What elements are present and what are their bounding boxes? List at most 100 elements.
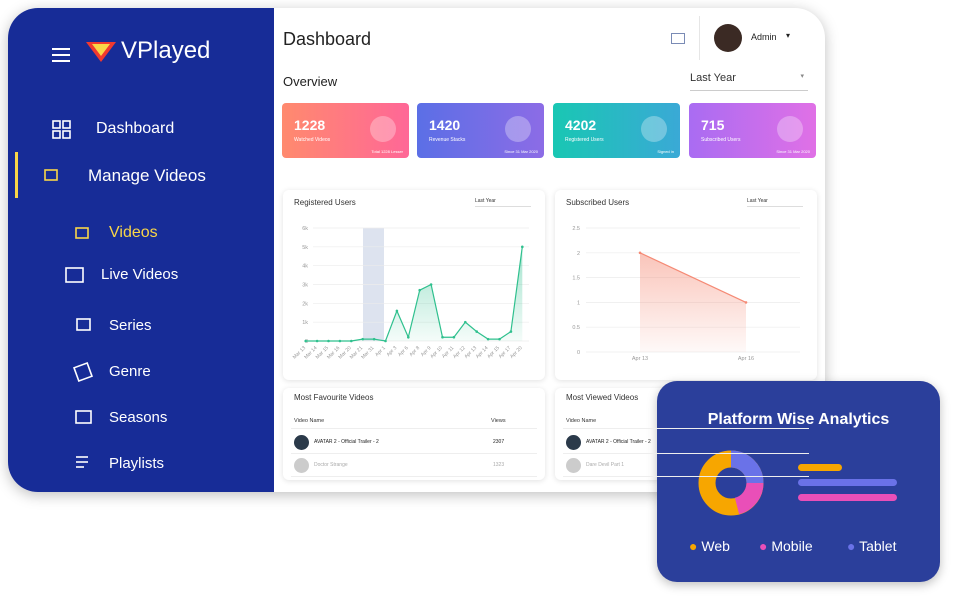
divider (699, 16, 700, 60)
sidebar-icons (15, 42, 116, 468)
stat-icon (777, 116, 803, 142)
filter-label: Last Year (690, 72, 736, 84)
stat-value: 1420 (429, 117, 461, 133)
point (338, 339, 342, 343)
column-header: Video Name (566, 418, 597, 424)
stat-label: Registered Users (565, 137, 604, 143)
point (372, 337, 376, 341)
row-divider (563, 476, 809, 477)
table-cell: Dare Devil Part 1 (586, 462, 625, 468)
filter-dropdown[interactable]: Last Year ▾ (690, 72, 808, 91)
point (452, 335, 456, 339)
y-tick-label: 2k (302, 301, 308, 307)
area (305, 246, 523, 341)
stat-card: 1420 Revenue Stacks Since 31 Mar 2020 (417, 103, 544, 158)
stat-icon (641, 116, 667, 142)
point (429, 283, 433, 286)
y-tick-label: 2 (577, 251, 580, 257)
chart-title: Registered Users (294, 198, 356, 207)
nav-item[interactable]: Series (109, 317, 152, 334)
y-tick-label: 1.5 (572, 276, 580, 282)
chart-filter[interactable]: Last Year (475, 198, 531, 207)
y-tick-label: 5k (302, 245, 308, 251)
point (464, 320, 467, 324)
y-tick-label: 0.5 (572, 325, 580, 331)
legend-label: Mobile (771, 538, 813, 554)
point (315, 339, 319, 343)
point (475, 330, 479, 333)
thumbnail (294, 458, 309, 473)
nav-item[interactable]: Playlists (109, 455, 165, 472)
x-tick-label: Apr 20 (509, 345, 524, 360)
y-tick-label: 0 (577, 350, 580, 356)
y-tick-label: 6k (302, 226, 308, 232)
x-tick-label: Mar 31 (360, 345, 375, 360)
nav-item[interactable]: Seasons (109, 409, 168, 426)
y-tick-label: 3k (302, 283, 308, 289)
y-tick-label: 1 (577, 300, 580, 306)
point (441, 335, 444, 339)
point (486, 337, 490, 341)
thumbnail (294, 435, 309, 450)
x-tick-label: Apr 3 (386, 345, 399, 358)
stat-card: 1228 Watched Videos Total 1228 Lesser (282, 103, 409, 158)
stat-note: Since 31 Mar 2020 (504, 149, 538, 154)
nav-item[interactable]: Live Videos (101, 266, 179, 283)
stat-icon (505, 116, 531, 142)
legend-label: Tablet (859, 538, 897, 554)
stat-value: 4202 (565, 117, 597, 133)
nav-item[interactable]: Videos (109, 224, 158, 241)
legend-item: ● Web (689, 538, 730, 554)
point (638, 251, 642, 255)
avatar[interactable] (714, 24, 742, 52)
point (304, 339, 308, 343)
x-tick-label: Apr 8 (408, 345, 421, 358)
point (509, 330, 513, 333)
table-cell: 1323 (493, 462, 505, 468)
sidebar (8, 8, 274, 492)
area (640, 252, 746, 352)
column-header: Views (491, 418, 506, 424)
nav-item[interactable]: Manage Videos (88, 166, 206, 185)
section-title: Overview (283, 74, 338, 89)
column-header: Video Name (294, 418, 325, 424)
mail-icon[interactable] (671, 33, 685, 44)
legend-item: ● Tablet (847, 538, 897, 554)
point (350, 339, 353, 343)
stat-label: Subscribed Users (701, 137, 741, 143)
table-cell: Doctor Strange (314, 462, 348, 468)
point (521, 245, 524, 249)
analytics-graphic (698, 450, 897, 516)
stat-card: 4202 Registered Users Signed in (553, 103, 680, 158)
y-tick-label: 1k (302, 320, 308, 326)
thumbnail (566, 435, 581, 450)
nav-item[interactable]: Genre (109, 363, 151, 380)
stat-note: Total 1228 Lesser (371, 149, 403, 154)
y-tick-label: 4k (302, 264, 308, 270)
x-tick-label: Apr 1 (374, 345, 387, 358)
row-divider (291, 476, 537, 477)
point (498, 337, 501, 341)
table-cell: 2307 (493, 439, 505, 445)
table-panel (283, 388, 545, 480)
chart-filter[interactable]: Last Year (747, 198, 803, 207)
row-divider (291, 453, 537, 454)
analytics-title: Platform Wise Analytics (707, 411, 890, 428)
stat-card: 715 Subscribed Users Since 31 Mar 2020 (689, 103, 816, 158)
chart-title: Subscribed Users (566, 198, 630, 207)
table-title: Most Viewed Videos (566, 393, 639, 402)
analytics-panel: Platform Wise Analytics ● Web ● Mobile ●… (657, 381, 940, 582)
stat-value: 1228 (294, 117, 326, 133)
user-caret[interactable]: ▾ (786, 31, 791, 40)
nav-item[interactable]: Dashboard (96, 120, 175, 137)
stat-value: 715 (701, 117, 725, 133)
row-divider (291, 428, 537, 429)
point (395, 309, 399, 313)
logo: VPlayed (121, 37, 211, 64)
user-name[interactable]: Admin (751, 32, 777, 42)
y-tick-label: 2.5 (572, 226, 580, 232)
page-title: Dashboard (283, 29, 372, 49)
stat-note: Signed in (657, 149, 674, 154)
line (305, 246, 523, 342)
